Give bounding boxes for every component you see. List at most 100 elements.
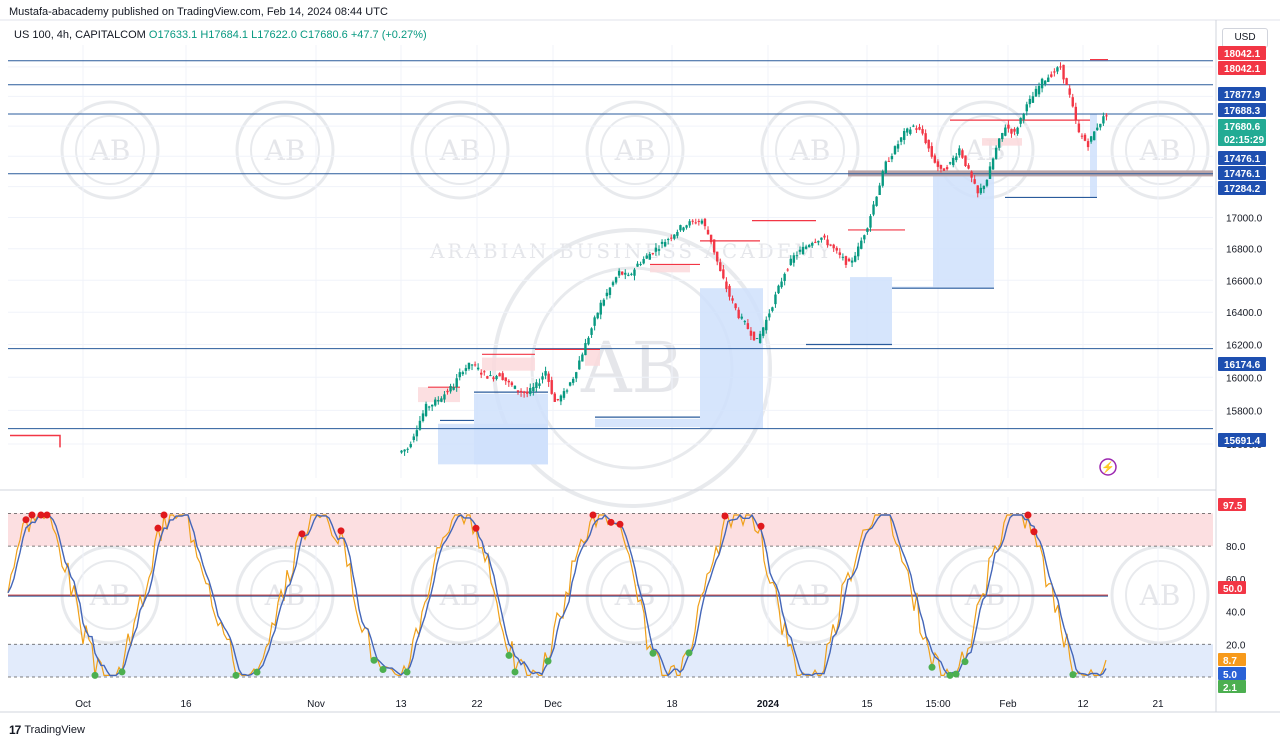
price-label: 18042.1: [1224, 64, 1261, 75]
watermark-seal: [585, 100, 685, 200]
candle-body: [841, 256, 845, 258]
y-tick-label: 16400.0: [1226, 308, 1263, 319]
candle-body: [1062, 64, 1065, 80]
x-tick-label: 2024: [757, 699, 780, 710]
candle-body: [725, 281, 728, 289]
candle-body: [636, 263, 639, 267]
overbought-signal: [28, 511, 36, 519]
candle-body: [639, 263, 642, 265]
x-tick-label: 12: [1077, 699, 1089, 710]
candle-body: [559, 395, 563, 402]
candle-body: [624, 272, 627, 275]
candle-body: [1040, 78, 1044, 89]
candle-body: [627, 274, 630, 276]
overbought-signal: [298, 530, 306, 538]
candle-body: [973, 179, 976, 184]
tradingview-logo[interactable]: 17 TradingView: [9, 723, 85, 737]
osc-label-box: [1218, 667, 1246, 680]
overbought-signal: [1024, 511, 1032, 519]
overbought-signal: [721, 512, 729, 520]
candle-body: [547, 373, 550, 382]
osc-tick-label: 80.0: [1226, 542, 1246, 553]
candle-body: [774, 294, 777, 305]
candle-body: [967, 165, 970, 169]
candle-body: [719, 262, 722, 272]
candle-body: [575, 372, 578, 379]
candle-body: [985, 179, 989, 186]
candle-body: [1037, 86, 1041, 95]
osc-tick-label: 40.0: [1226, 608, 1246, 619]
x-tick-label: 15: [861, 699, 873, 710]
candle-body: [1096, 127, 1099, 131]
osc-value-label: 97.5: [1223, 501, 1243, 512]
watermark-seal-inner: [775, 115, 845, 185]
candle-body: [437, 399, 440, 402]
price-label-box: [1218, 61, 1266, 75]
price-label-box: [1218, 87, 1266, 101]
candle-body: [752, 331, 756, 341]
candle-body: [829, 244, 832, 246]
candle-body: [817, 240, 820, 243]
candle-body: [746, 323, 750, 329]
osc-label-box: [1218, 498, 1246, 511]
watermark-center-text: ARABIAN BUSINESS ACADEMY: [429, 239, 834, 263]
symbol-name[interactable]: US 100, 4h, CAPITALCOM: [14, 29, 146, 41]
candle-body: [761, 327, 765, 336]
close-value: C17680.6: [300, 29, 348, 41]
candle-body: [1074, 106, 1078, 120]
candle-body: [424, 403, 428, 416]
watermark-seal: [60, 100, 160, 200]
candle-body: [994, 147, 998, 159]
resistance-zone: [650, 264, 690, 273]
candle-body: [691, 220, 694, 222]
y-tick-label: 16200.0: [1226, 341, 1263, 352]
candle-body: [449, 386, 452, 392]
candle-body: [921, 128, 924, 134]
candle-body: [1080, 135, 1084, 137]
candle-body: [645, 255, 648, 259]
overbought-signal: [607, 518, 615, 526]
candle-body: [1102, 116, 1105, 124]
watermark-seal-inner: [600, 115, 670, 185]
candle-body: [1056, 67, 1059, 72]
oversold-signal: [403, 668, 411, 676]
levels: [8, 60, 1213, 430]
candle-body: [522, 391, 526, 394]
candle-body: [955, 156, 958, 161]
stochastic: [7, 511, 1213, 679]
overbought-signal: [37, 511, 45, 519]
candle-body: [489, 375, 492, 377]
osc-value-label: 50.0: [1223, 584, 1243, 595]
candle-body: [912, 125, 915, 127]
candle-body: [1065, 78, 1068, 85]
candle-body: [722, 269, 725, 279]
candle-body: [930, 146, 933, 157]
candle-body: [1105, 115, 1108, 117]
candle-body: [857, 246, 860, 257]
candle-body: [467, 362, 471, 369]
candle-body: [633, 269, 636, 276]
candle-body: [455, 378, 458, 388]
candle-body: [728, 285, 731, 297]
candle-body: [571, 378, 575, 383]
candle-body: [915, 128, 918, 130]
candle-body: [519, 390, 523, 393]
support-zone: [933, 174, 994, 287]
osc-value-label: 8.7: [1223, 656, 1237, 667]
price-label-box: [1218, 103, 1266, 117]
candle-body: [991, 158, 995, 170]
candle-body: [464, 368, 468, 371]
candle-body: [743, 321, 747, 323]
candle-body: [703, 218, 707, 227]
resistance-zone: [482, 357, 535, 371]
osc-tick-label: 20.0: [1226, 640, 1246, 651]
candle-body: [988, 166, 992, 179]
watermark-seal-inner: [425, 115, 495, 185]
watermark-seal-inner: [75, 115, 145, 185]
old-resistance: [10, 434, 61, 448]
candle-body: [501, 373, 504, 380]
candle-body: [798, 249, 802, 252]
candle-body: [443, 394, 446, 400]
